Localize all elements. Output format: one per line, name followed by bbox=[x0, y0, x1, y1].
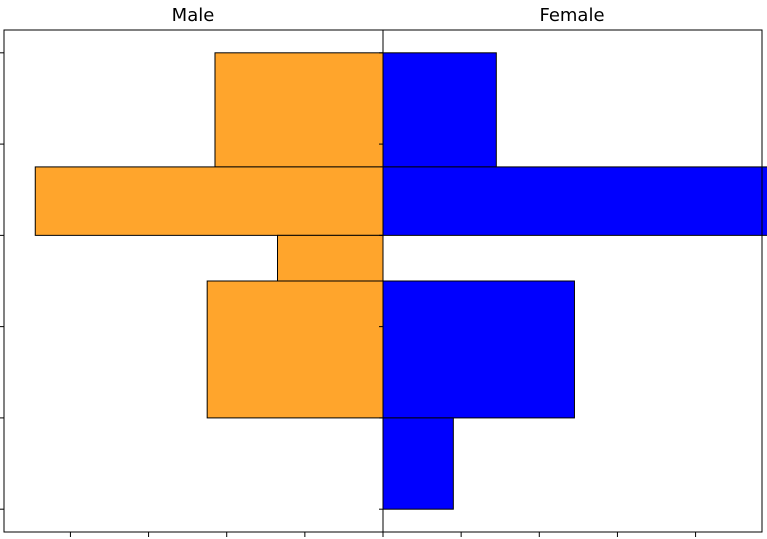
male-bar-3 bbox=[206, 280, 384, 419]
male-panel-title: Male bbox=[172, 5, 215, 26]
female-bar-2 bbox=[382, 280, 575, 419]
female-bar-1 bbox=[382, 166, 767, 236]
female-panel-title: Female bbox=[539, 5, 604, 26]
female-axes-frame bbox=[382, 29, 763, 533]
male-bar-1 bbox=[34, 166, 384, 236]
female-bar-3 bbox=[382, 417, 454, 510]
female-bar-0 bbox=[382, 52, 497, 168]
male-bar-0 bbox=[214, 52, 384, 168]
male-bar-2 bbox=[277, 234, 384, 282]
female-bars bbox=[382, 52, 767, 510]
male-bars bbox=[34, 52, 384, 419]
axis-ticks bbox=[0, 52, 697, 537]
